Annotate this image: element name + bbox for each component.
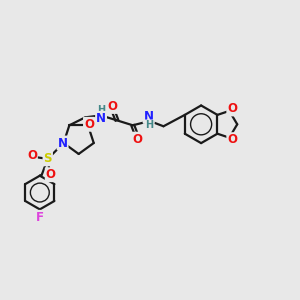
Text: O: O	[133, 133, 143, 146]
Text: F: F	[36, 211, 44, 224]
Text: O: O	[227, 133, 237, 146]
Text: O: O	[46, 168, 56, 181]
Text: H: H	[97, 105, 105, 116]
Text: N: N	[58, 136, 68, 149]
Text: O: O	[107, 100, 117, 113]
Text: O: O	[84, 118, 94, 131]
Text: S: S	[44, 152, 52, 165]
Text: O: O	[227, 102, 237, 116]
Text: H: H	[146, 120, 154, 130]
Text: N: N	[144, 110, 154, 123]
Text: O: O	[27, 149, 37, 162]
Text: N: N	[96, 112, 106, 125]
